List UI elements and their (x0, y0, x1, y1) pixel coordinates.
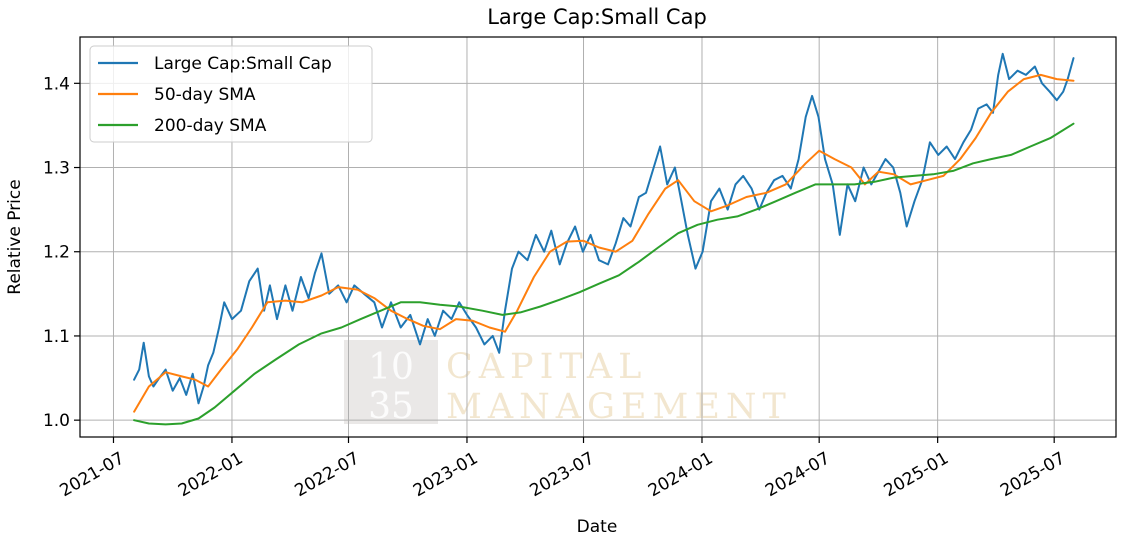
x-tick-label-2023-01: 2023-01 (410, 448, 482, 501)
series-line-50-day-sma (133, 73, 1075, 413)
legend-box (89, 45, 373, 143)
y-tick-label-1.1: 1.1 (43, 327, 70, 347)
legend-label-large-cap-small-cap: Large Cap:Small Cap (154, 54, 332, 74)
y-tick-label-1.3: 1.3 (43, 159, 70, 179)
x-tick-label-2024-07: 2024-07 (762, 448, 834, 501)
y-axis-label: Relative Price (5, 179, 25, 294)
watermark-number-top: 10 (368, 347, 414, 388)
x-tick-label-2022-07: 2022-07 (291, 448, 363, 501)
legend-label-50-day-sma: 50-day SMA (154, 85, 256, 105)
x-axis-label: Date (577, 517, 618, 537)
y-tick-label-1.2: 1.2 (43, 243, 70, 263)
watermark-number-bottom: 35 (368, 386, 414, 427)
watermark: 10 35 CAPITAL MANAGEMENT (344, 340, 792, 427)
series-layer (133, 52, 1075, 426)
watermark-logo-box (344, 340, 438, 424)
plot-frame (79, 36, 1117, 438)
x-tick-label-2025-07: 2025-07 (997, 448, 1069, 501)
x-tick-label-2025-01: 2025-01 (881, 448, 953, 501)
legend: Large Cap:Small Cap 50-day SMA 200-day S… (89, 45, 373, 143)
x-tick-label-2021-07: 2021-07 (56, 448, 128, 501)
series-line-200-day-sma (133, 122, 1075, 426)
legend-label-200-day-sma: 200-day SMA (154, 116, 267, 136)
watermark-line2: MANAGEMENT (446, 387, 792, 427)
y-tick-label-1.0: 1.0 (43, 411, 70, 431)
chart-title: Large Cap:Small Cap (487, 5, 707, 29)
y-tick-label-1.4: 1.4 (43, 74, 70, 94)
watermark-line1: CAPITAL (446, 347, 647, 387)
x-tick-label-2024-01: 2024-01 (645, 448, 717, 501)
x-tick-label-2022-01: 2022-01 (175, 448, 247, 501)
x-tick-label-2023-07: 2023-07 (526, 448, 598, 501)
